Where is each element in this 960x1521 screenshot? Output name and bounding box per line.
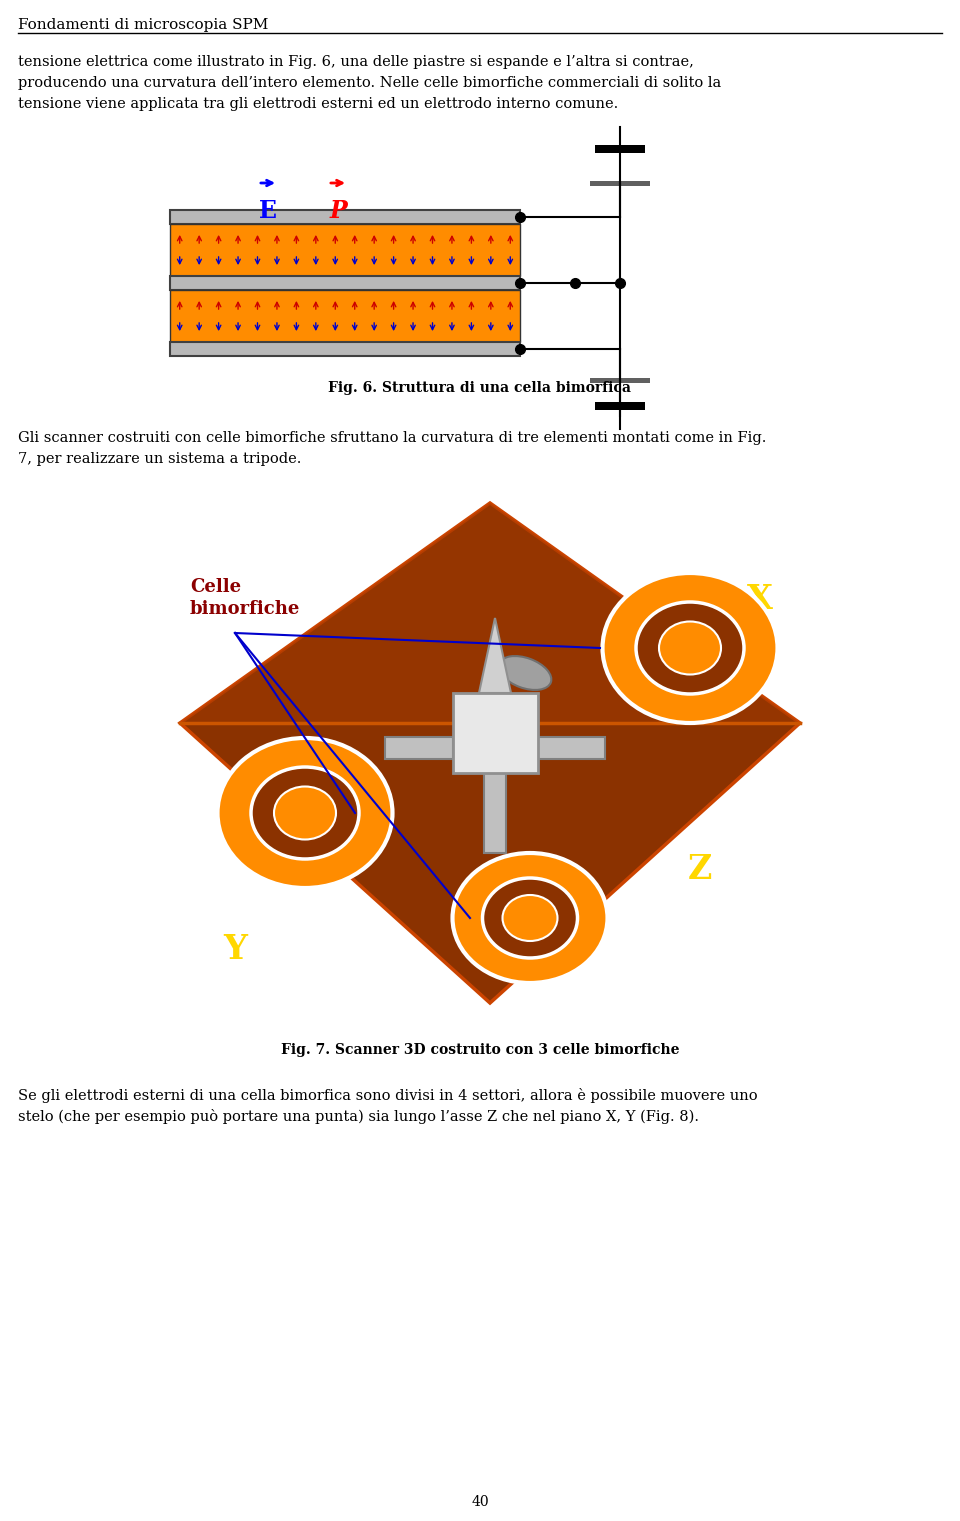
Text: P: P (329, 199, 347, 224)
Text: tensione elettrica come illustrato in Fig. 6, una delle piastre si espande e l’a: tensione elettrica come illustrato in Fi… (18, 55, 694, 68)
Text: Fig. 7. Scanner 3D costruito con 3 celle bimorfiche: Fig. 7. Scanner 3D costruito con 3 celle… (280, 1043, 680, 1057)
Text: 7, per realizzare un sistema a tripode.: 7, per realizzare un sistema a tripode. (18, 452, 301, 465)
Ellipse shape (452, 853, 608, 983)
Ellipse shape (502, 894, 558, 941)
Bar (170, 275, 520, 291)
Bar (590, 181, 650, 186)
Bar (170, 291, 520, 342)
Text: Y: Y (223, 932, 247, 966)
Text: Se gli elettrodi esterni di una cella bimorfica sono divisi in 4 settori, allora: Se gli elettrodi esterni di una cella bi… (18, 1088, 757, 1103)
Bar (590, 379, 650, 383)
Bar (170, 210, 520, 224)
Text: Z: Z (687, 853, 712, 887)
Polygon shape (479, 618, 511, 694)
Text: Fig. 6. Struttura di una cella bimorfica: Fig. 6. Struttura di una cella bimorfica (328, 380, 632, 395)
Ellipse shape (636, 602, 744, 694)
Ellipse shape (659, 622, 721, 674)
Text: producendo una curvatura dell’intero elemento. Nelle celle bimorfiche commercial: producendo una curvatura dell’intero ele… (18, 76, 721, 90)
Bar (595, 144, 645, 154)
Text: Gli scanner costruiti con celle bimorfiche sfruttano la curvatura di tre element: Gli scanner costruiti con celle bimorfic… (18, 430, 766, 446)
Text: X: X (747, 583, 773, 616)
Ellipse shape (603, 573, 778, 722)
Text: tensione viene applicata tra gli elettrodi esterni ed un elettrodo interno comun: tensione viene applicata tra gli elettro… (18, 97, 618, 111)
Bar (453, 694, 538, 773)
Bar (484, 773, 506, 853)
Bar (595, 402, 645, 411)
Ellipse shape (218, 738, 393, 888)
Bar (170, 224, 520, 275)
Ellipse shape (483, 878, 578, 958)
Text: Celle
bimorfiche: Celle bimorfiche (190, 578, 300, 618)
Bar (385, 738, 453, 759)
Bar (170, 342, 520, 356)
Text: E: E (259, 199, 277, 224)
Polygon shape (180, 503, 800, 722)
Text: stelo (che per esempio può portare una punta) sia lungo l’asse Z che nel piano X: stelo (che per esempio può portare una p… (18, 1109, 699, 1124)
Text: 40: 40 (471, 1495, 489, 1509)
Ellipse shape (498, 656, 551, 691)
Ellipse shape (274, 786, 336, 840)
Text: Fondamenti di microscopia SPM: Fondamenti di microscopia SPM (18, 18, 269, 32)
Bar (537, 738, 605, 759)
Polygon shape (180, 503, 800, 1002)
Ellipse shape (251, 767, 359, 859)
